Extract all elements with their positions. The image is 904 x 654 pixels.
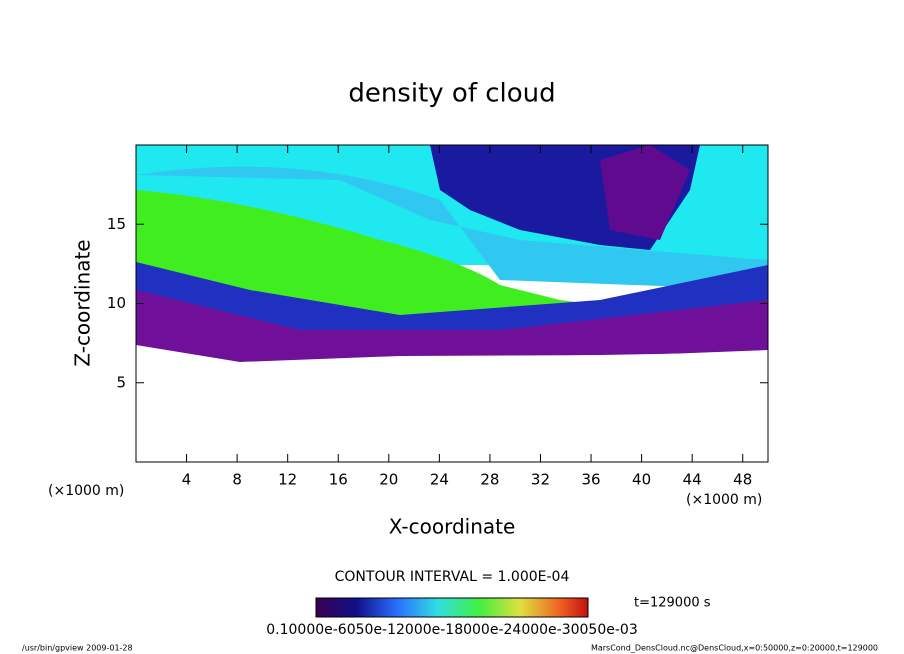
x-tick-label: 44 xyxy=(683,471,702,489)
field-blank xyxy=(136,345,768,462)
field-layer xyxy=(136,262,768,330)
x-tick-label: 36 xyxy=(581,471,600,489)
y-axis-label: Z-coordinate xyxy=(71,239,95,366)
y-tick-label: 5 xyxy=(116,373,126,391)
x-tick-label: 12 xyxy=(278,471,297,489)
footer-right: MarsCond_DensCloud.nc@DensCloud,x=0:5000… xyxy=(591,644,878,653)
x-unit: (×1000 m) xyxy=(48,483,124,499)
y-tick-label: 10 xyxy=(107,294,126,312)
footer-left: /usr/bin/gpview 2009-01-28 xyxy=(22,644,133,653)
x-tick-label: 28 xyxy=(480,471,499,489)
time-label: t=129000 s xyxy=(634,596,711,611)
x-tick-label: 16 xyxy=(329,471,348,489)
field xyxy=(136,145,768,462)
x-axis-label: X-coordinate xyxy=(389,515,516,539)
x-tick-label: 8 xyxy=(232,471,242,489)
chart-title: density of cloud xyxy=(348,79,555,109)
field-layer xyxy=(136,290,768,362)
x-tick-label: 20 xyxy=(379,471,398,489)
colorbar xyxy=(315,597,589,618)
field-layer xyxy=(136,166,768,290)
contour-interval: CONTOUR INTERVAL = 1.000E-04 xyxy=(335,569,570,585)
x-unit: (×1000 m) xyxy=(686,492,762,508)
x-tick-label: 4 xyxy=(182,471,192,489)
x-tick-label: 48 xyxy=(733,471,752,489)
colorbar-labels: 0.10000e-6050e-12000e-18000e-24000e-3005… xyxy=(266,622,637,638)
field-layer xyxy=(600,145,690,240)
x-tick-label: 24 xyxy=(430,471,449,489)
x-tick-label: 40 xyxy=(632,471,651,489)
x-tick-label: 32 xyxy=(531,471,550,489)
y-tick-label: 15 xyxy=(107,215,126,233)
